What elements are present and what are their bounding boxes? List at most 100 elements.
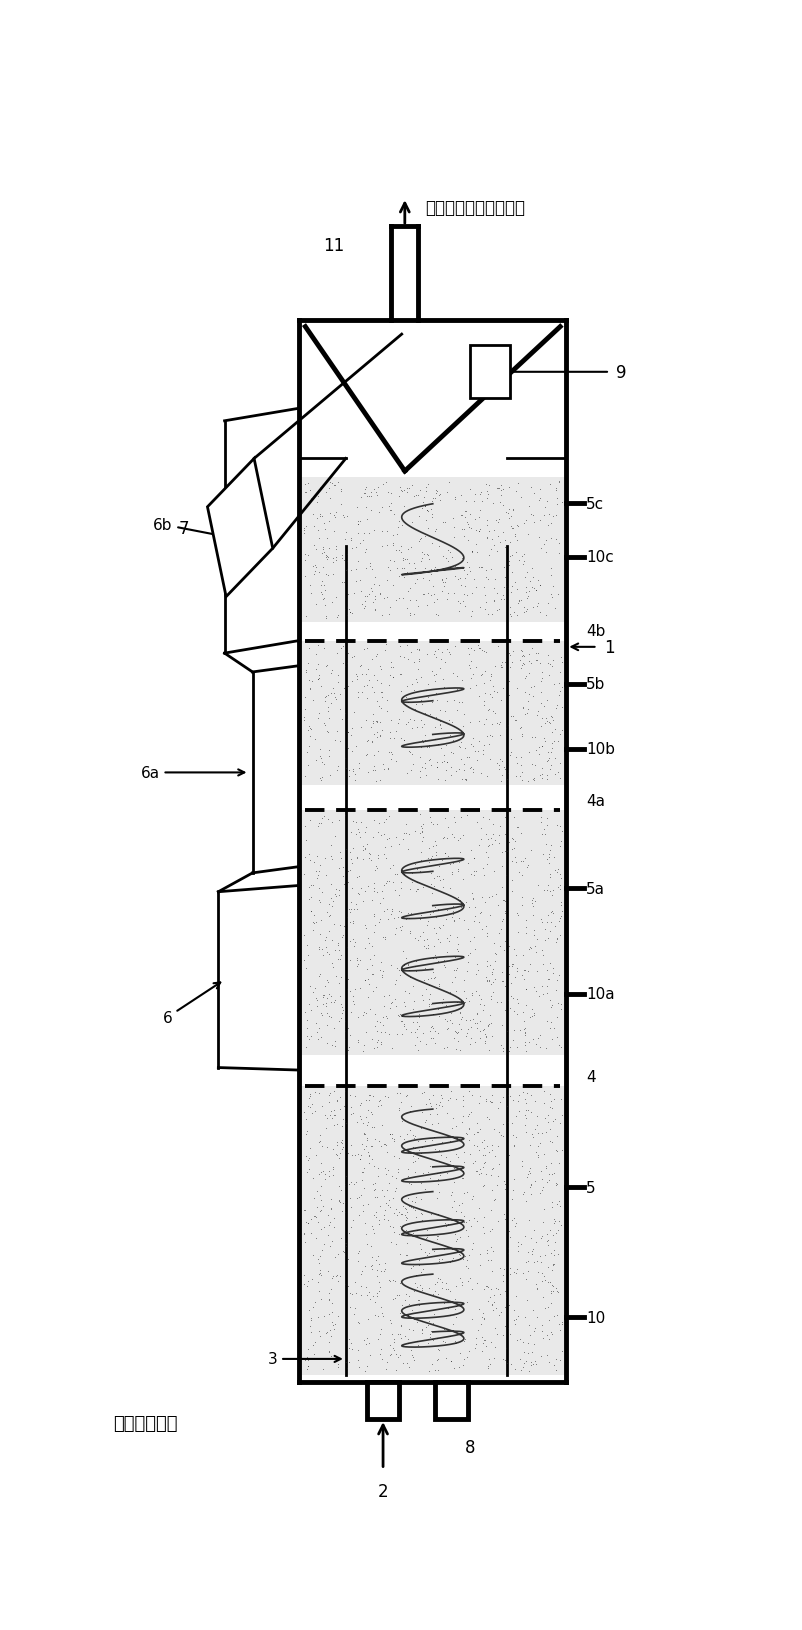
Point [521,768,534,794]
Point [541,748,554,774]
Point [538,1196,551,1222]
Point [327,1113,340,1139]
Point [382,1208,395,1234]
Point [446,729,459,755]
Point [340,1231,353,1257]
Point [352,512,365,538]
Point [549,914,561,941]
Point [342,869,354,895]
Point [478,732,491,758]
Point [313,1015,326,1042]
Point [310,491,323,517]
Point [445,905,458,931]
Point [324,1234,337,1260]
Point [437,866,450,892]
Point [429,518,442,544]
Point [488,967,501,993]
Point [502,1293,515,1319]
Point [477,574,490,600]
Point [509,522,522,548]
Point [421,1218,434,1244]
Point [351,1338,364,1364]
Point [347,644,360,670]
Point [547,574,560,600]
Point [321,967,334,993]
Point [554,923,567,949]
Point [549,978,562,1004]
Point [426,659,439,685]
Point [382,479,395,505]
Point [367,962,380,988]
Point [309,1328,322,1355]
Point [526,724,539,750]
Point [548,1351,561,1377]
Point [376,962,389,988]
Point [459,566,472,592]
Point [307,872,320,898]
Point [491,476,504,502]
Point [461,1178,474,1205]
Point [325,1343,338,1369]
Point [399,994,411,1020]
Point [444,722,456,748]
Point [411,1275,423,1301]
Point [501,988,514,1014]
Point [326,546,339,572]
Point [553,1110,566,1136]
Point [378,1131,391,1157]
Point [346,738,358,764]
Point [450,1227,463,1253]
Point [335,1113,348,1139]
Point [302,1156,315,1182]
Point [442,815,455,841]
Point [477,1205,490,1231]
Point [425,497,438,523]
Point [474,1161,487,1187]
Point [508,1165,520,1192]
Point [450,1086,463,1112]
Point [520,1164,533,1190]
Point [485,685,498,711]
Point [330,963,342,989]
Point [480,525,493,551]
Point [448,1025,460,1051]
Point [325,1195,338,1221]
Point [553,683,565,709]
Point [307,1294,320,1320]
Point [472,910,485,936]
Point [423,567,435,593]
Point [441,1276,454,1302]
Point [334,492,347,518]
Point [526,1125,539,1151]
Point [478,862,491,888]
Point [537,1263,550,1289]
Point [329,1029,342,1055]
Point [454,1265,467,1291]
Point [525,675,537,701]
Point [446,851,459,877]
Point [450,1304,463,1330]
Point [537,1209,550,1236]
Point [514,647,527,673]
Point [424,1090,437,1117]
Point [301,1345,314,1371]
Point [323,1213,336,1239]
Point [533,574,546,600]
Point [484,903,496,929]
Point [431,766,444,792]
Point [415,848,427,874]
Point [398,952,411,978]
Point [362,657,375,683]
Point [435,579,448,605]
Point [301,1015,314,1042]
Point [350,864,363,890]
Point [378,810,391,836]
Point [336,854,349,880]
Point [515,588,528,615]
Point [383,1332,396,1358]
Point [540,1156,553,1182]
Point [314,766,326,792]
Point [400,673,413,699]
Point [413,1288,426,1314]
Point [495,482,508,509]
